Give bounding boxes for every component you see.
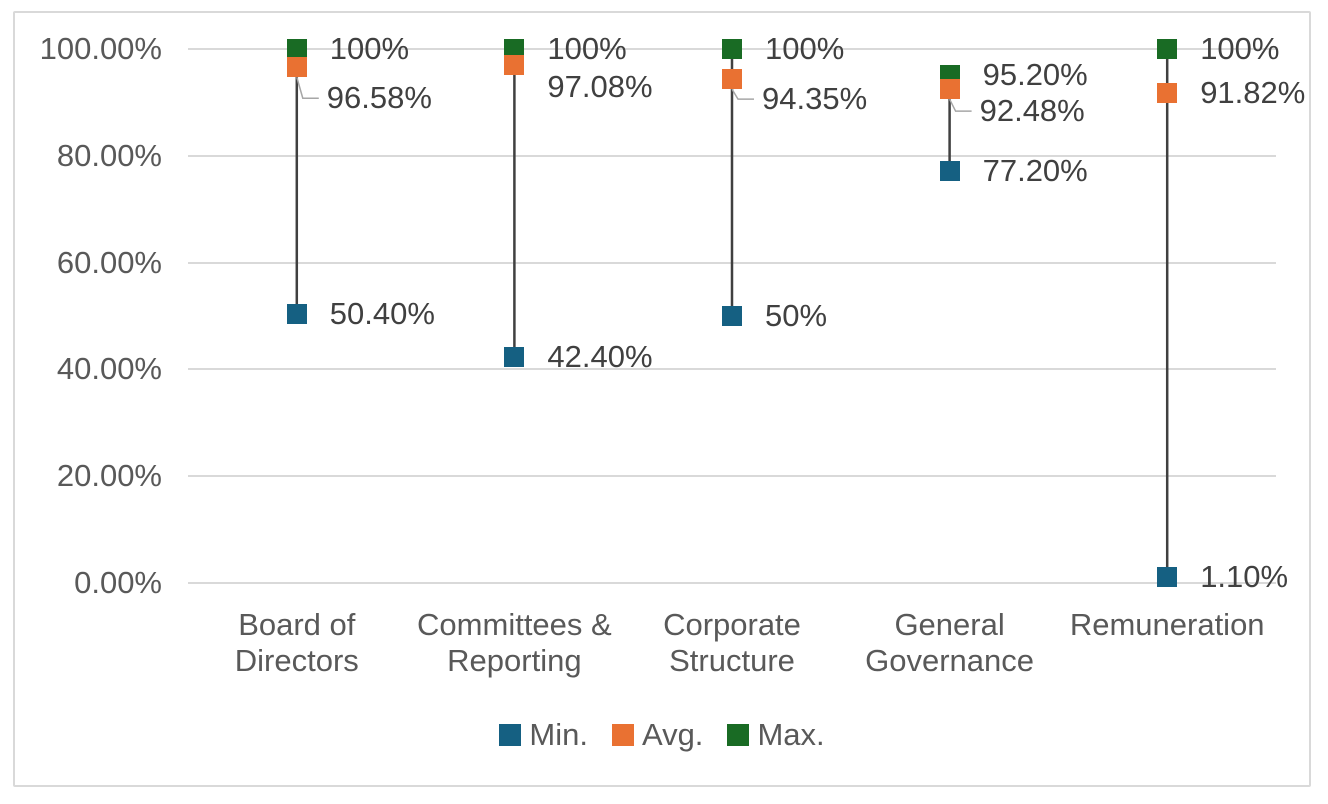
data-label-avg: 92.48% xyxy=(979,93,1085,129)
legend-item-max: Max. xyxy=(727,717,825,753)
data-label-min: 77.20% xyxy=(982,152,1088,188)
y-axis-tick-label: 80.00% xyxy=(56,137,162,173)
y-axis-tick-label: 20.00% xyxy=(56,458,162,494)
data-label-min: 50% xyxy=(765,298,828,333)
data-label-avg: 94.35% xyxy=(762,81,868,117)
data-label-avg: 97.08% xyxy=(547,68,653,104)
marker-avg xyxy=(1157,82,1178,103)
marker-avg xyxy=(504,54,525,75)
marker-min xyxy=(1157,567,1178,588)
data-label-max: 100% xyxy=(765,31,845,66)
y-axis-tick-label: 100.00% xyxy=(39,31,162,66)
data-label-avg: 96.58% xyxy=(326,80,432,116)
gridline xyxy=(188,368,1276,371)
x-axis-category-label: Board of Directors xyxy=(234,607,359,678)
marker-avg xyxy=(939,79,960,100)
marker-min xyxy=(939,160,960,181)
y-axis-tick-label: 60.00% xyxy=(56,244,162,280)
x-axis-category-label: Committees & Reporting xyxy=(417,607,612,678)
y-axis-tick-label: 40.00% xyxy=(56,351,162,387)
legend-swatch-max-icon xyxy=(727,724,750,746)
x-axis-category-label: Remuneration xyxy=(1069,607,1265,642)
marker-min xyxy=(504,346,525,367)
chart-frame xyxy=(13,11,1311,787)
marker-min xyxy=(722,306,742,326)
data-label-max: 100% xyxy=(547,31,627,66)
data-label-max: 100% xyxy=(1200,31,1280,66)
data-label-leader-line xyxy=(948,98,972,112)
marker-avg xyxy=(286,57,307,78)
marker-max xyxy=(1157,39,1178,59)
data-label-min: 1.10% xyxy=(1200,559,1289,595)
marker-min xyxy=(286,303,307,324)
legend-item-min: Min. xyxy=(499,717,588,753)
legend: Min. Avg. Max. xyxy=(13,716,1311,754)
data-label-max: 95.20% xyxy=(982,56,1088,92)
data-label-leader-line xyxy=(731,88,754,100)
legend-label: Avg. xyxy=(641,717,704,752)
gridline xyxy=(188,475,1276,478)
x-axis-category-label: Corporate Structure xyxy=(663,607,801,678)
data-label-min: 50.40% xyxy=(329,295,435,331)
marker-avg xyxy=(722,69,742,90)
x-axis-category-label: General Governance xyxy=(865,607,1035,678)
marker-max xyxy=(504,39,525,59)
legend-label: Max. xyxy=(757,717,825,752)
marker-max xyxy=(722,39,742,59)
marker-max xyxy=(286,39,307,59)
legend-item-avg: Avg. xyxy=(611,717,704,753)
gridline xyxy=(188,582,1276,584)
legend-swatch-avg-icon xyxy=(611,724,634,746)
data-label-avg: 91.82% xyxy=(1200,74,1306,110)
legend-swatch-min-icon xyxy=(499,724,522,746)
legend-label: Min. xyxy=(529,717,588,752)
y-axis-tick-label: 0.00% xyxy=(74,565,162,600)
data-label-leader-line xyxy=(296,77,319,100)
data-label-min: 42.40% xyxy=(547,338,653,374)
data-label-max: 100% xyxy=(329,31,410,66)
